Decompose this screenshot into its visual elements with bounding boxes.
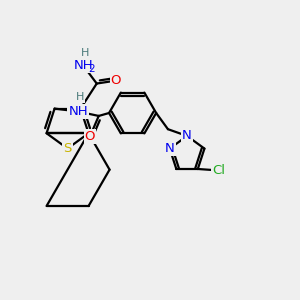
Text: H: H bbox=[81, 48, 89, 58]
Text: NH: NH bbox=[68, 105, 88, 118]
Text: N: N bbox=[165, 142, 175, 155]
Text: H: H bbox=[76, 92, 85, 102]
Text: O: O bbox=[111, 74, 121, 87]
Text: O: O bbox=[85, 130, 95, 143]
Text: NH: NH bbox=[74, 59, 93, 72]
Text: S: S bbox=[63, 142, 72, 155]
Text: 2: 2 bbox=[88, 64, 95, 74]
Text: N: N bbox=[182, 130, 192, 142]
Text: Cl: Cl bbox=[212, 164, 226, 177]
